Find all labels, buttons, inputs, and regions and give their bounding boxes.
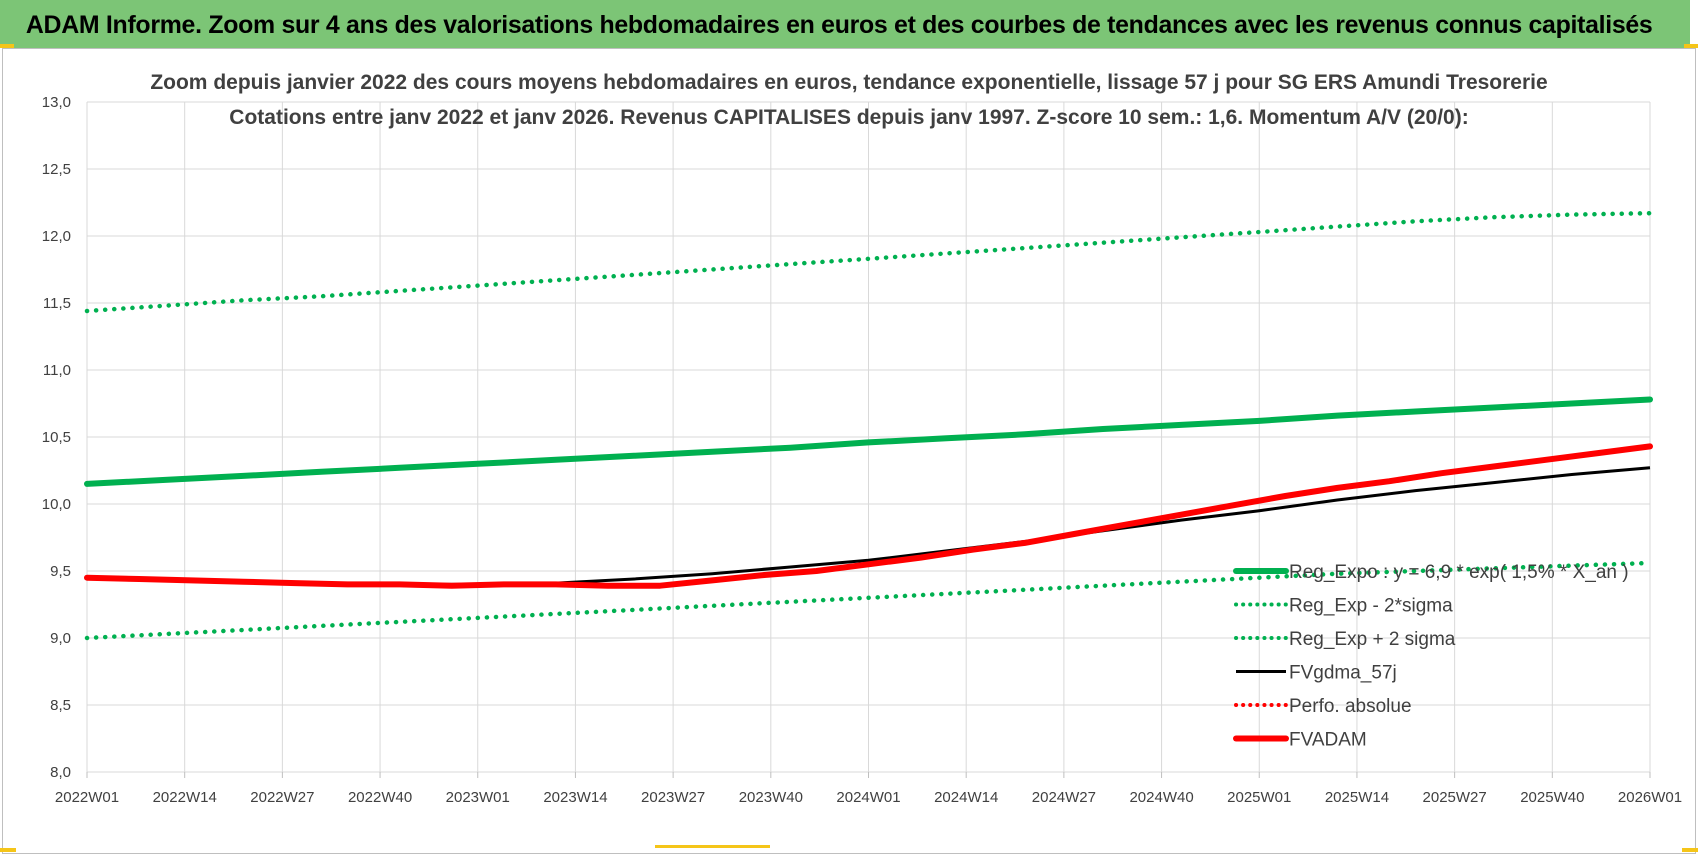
legend-label: FVgdma_57j xyxy=(1289,663,1397,684)
legend-label: Reg_Expo : y = 6,9 * exp( 1,5% * X_an ) xyxy=(1289,562,1629,583)
y-tick-label: 11,0 xyxy=(43,362,71,379)
x-tick-label: 2022W01 xyxy=(55,789,119,806)
frame-marker-left xyxy=(0,44,14,48)
banner-title: ADAM Informe. Zoom sur 4 ans des valoris… xyxy=(0,0,1690,48)
x-tick-label: 2022W14 xyxy=(153,789,217,806)
x-tick-label: 2024W14 xyxy=(934,789,998,806)
x-tick-label: 2023W01 xyxy=(446,789,510,806)
grid-lines xyxy=(86,101,1651,778)
chart-title-line1: Zoom depuis janvier 2022 des cours moyen… xyxy=(150,71,1547,94)
y-tick-label: 12,5 xyxy=(42,161,71,178)
legend-label: Perfo. absolue xyxy=(1289,696,1412,717)
frame-marker-bottom-left xyxy=(0,848,16,852)
y-tick-label: 9,0 xyxy=(50,630,71,647)
x-tick-label: 2025W27 xyxy=(1423,789,1487,806)
x-tick-label: 2023W14 xyxy=(543,789,607,806)
x-tick-label: 2024W40 xyxy=(1129,789,1193,806)
series-group xyxy=(84,210,1653,641)
x-tick-label: 2026W01 xyxy=(1618,789,1682,806)
y-tick-label: 8,5 xyxy=(50,697,71,714)
x-tick-label: 2024W01 xyxy=(836,789,900,806)
y-tick-label: 8,0 xyxy=(50,764,71,781)
legend-label: FVADAM xyxy=(1289,730,1367,751)
x-tick-label: 2025W01 xyxy=(1227,789,1291,806)
y-axis-ticks: 13,0 12,5 12,0 11,5 11,0 10,5 10,0 9,5 9,0 8,5 8,0 xyxy=(42,94,71,781)
series-line-1 xyxy=(84,560,1653,641)
y-tick-label: 10,5 xyxy=(42,429,71,446)
frame-marker-bottom-mid xyxy=(655,845,770,848)
x-tick-label: 2023W27 xyxy=(641,789,705,806)
legend: Reg_Expo : y = 6,9 * exp( 1,5% * X_an ) R… xyxy=(1233,562,1629,751)
series-line-2 xyxy=(84,210,1653,314)
y-tick-label: 11,5 xyxy=(43,295,71,312)
x-tick-label: 2025W14 xyxy=(1325,789,1389,806)
y-tick-label: 9,5 xyxy=(50,563,71,580)
frame-marker-right xyxy=(1684,44,1698,48)
chart-title-line2: Cotations entre janv 2022 et janv 2026. … xyxy=(229,106,1468,129)
series-line-5 xyxy=(84,443,1653,589)
y-tick-label: 10,0 xyxy=(42,496,71,513)
x-tick-label: 2023W40 xyxy=(739,789,803,806)
y-tick-label: 12,0 xyxy=(42,228,71,245)
series-line-0 xyxy=(84,396,1653,487)
x-tick-label: 2025W40 xyxy=(1520,789,1584,806)
frame-marker-bottom-right xyxy=(1682,848,1698,852)
x-axis-ticks: 2022W01 2022W14 2022W27 2022W40 2023W01 2023W… xyxy=(55,789,1682,806)
x-tick-label: 2024W27 xyxy=(1032,789,1096,806)
x-tick-label: 2022W27 xyxy=(250,789,314,806)
chart-frame xyxy=(2,48,1696,854)
x-tick-label: 2022W40 xyxy=(348,789,412,806)
legend-label: Reg_Exp + 2 sigma xyxy=(1289,629,1456,650)
y-tick-label: 13,0 xyxy=(42,94,71,111)
legend-label: Reg_Exp - 2*sigma xyxy=(1289,596,1453,617)
